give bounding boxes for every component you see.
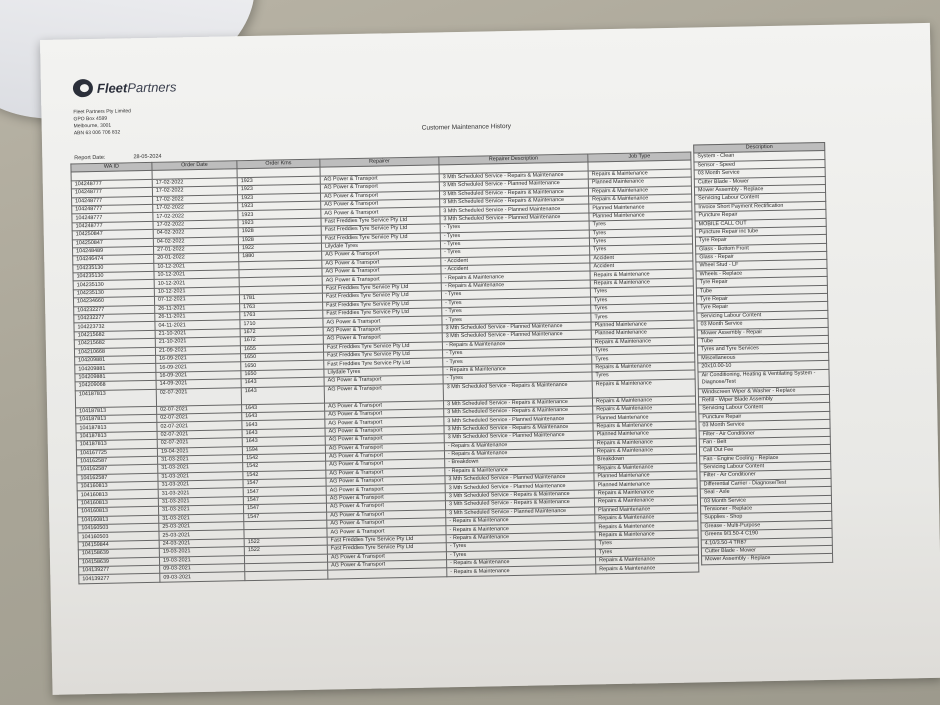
cell-order-date: 02-07-2021 <box>156 387 242 406</box>
report-date-label: Report Date: <box>74 154 106 162</box>
company-address: Fleet Partners Pty Limited GPO Box 4599 … <box>73 108 131 137</box>
cell-order-date: 09-03-2021 <box>159 572 245 583</box>
maintenance-table: WA ID Order Date Order Kms Repairer Repa… <box>70 152 699 585</box>
cell-job-type: Repairs & Maintenance <box>592 378 696 398</box>
report-date: Report Date: 28-05-2024 <box>74 154 161 162</box>
cell-job-type: Repairs & Maintenance <box>595 563 699 574</box>
cell-wa-id: 104139277 <box>78 573 160 584</box>
cell-order-kms: 1643 <box>241 385 325 405</box>
cell-description: Mower Assembly - Replace <box>701 554 834 566</box>
address-line: ABN 63 006 706 832 <box>73 129 121 137</box>
document-title: Customer Maintenance History <box>421 122 512 132</box>
cell-wa-id: 104187813 <box>75 388 157 408</box>
company-logo: FleetPartners <box>72 77 177 98</box>
logo-mark-icon <box>72 78 94 98</box>
printed-page: FleetPartners Fleet Partners Pty Limited… <box>40 22 940 695</box>
cell-repairer <box>327 568 447 579</box>
cell-order-kms <box>244 570 328 581</box>
description-column: Description System - Clean Sensor - Speed… <box>693 141 834 566</box>
logo-text: FleetPartners <box>96 78 177 96</box>
report-date-value: 28-05-2024 <box>133 153 162 161</box>
